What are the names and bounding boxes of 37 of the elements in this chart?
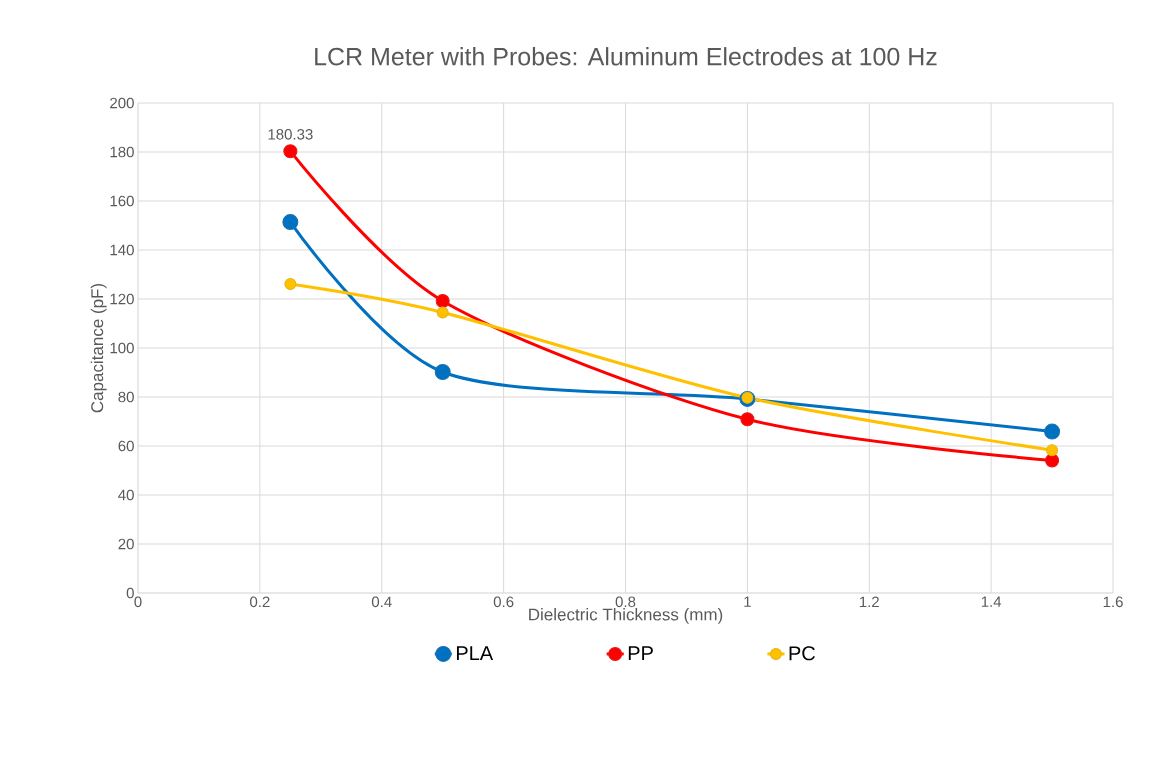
y-tick-label: 120 (110, 293, 134, 305)
point (283, 144, 298, 159)
x-tick-label: 0 (134, 596, 142, 608)
point (1044, 423, 1061, 440)
point (435, 293, 450, 308)
y-tick-label: 200 (110, 97, 134, 109)
point (284, 278, 297, 291)
y-tick-label: 100 (110, 342, 134, 354)
x-tick-label: 1.6 (1103, 596, 1123, 608)
x-axis-title: Dielectric Thickness (mm) (529, 608, 723, 624)
y-tick-label: 0 (126, 587, 134, 599)
x-tick-label: 0.4 (371, 596, 392, 608)
point (1045, 453, 1060, 468)
point (1046, 444, 1059, 457)
x-tick-label: 0.8 (615, 596, 636, 608)
legend-label: PC (789, 646, 815, 661)
y-tick-label: 180 (110, 146, 134, 158)
x-tick-label: 1.4 (981, 596, 1002, 607)
x-tick-label: 1.2 (859, 596, 879, 608)
y-axis-title: Capacitance (pF) (90, 283, 107, 413)
point (434, 364, 451, 381)
data-label: 180.33 (268, 129, 313, 140)
y-tick-label: 80 (118, 391, 134, 403)
y-tick-label: 40 (118, 489, 134, 501)
point (436, 306, 449, 319)
y-tick-label: 160 (110, 195, 134, 207)
y-tick-label: 60 (118, 440, 134, 452)
x-tick-label: 0.6 (493, 596, 514, 608)
y-tick-label: 20 (118, 538, 134, 550)
x-tick-label: 1 (744, 596, 751, 607)
x-tick-label: 0.2 (250, 596, 270, 608)
y-tick-label: 140 (110, 244, 134, 256)
legend-label: PP (628, 646, 653, 661)
point (282, 214, 299, 231)
chart-title: LCR Meter with Probes: Aluminum Electrodes at 100 Hz (315, 47, 937, 66)
point (740, 412, 755, 427)
legend-label: PLA (456, 646, 494, 661)
